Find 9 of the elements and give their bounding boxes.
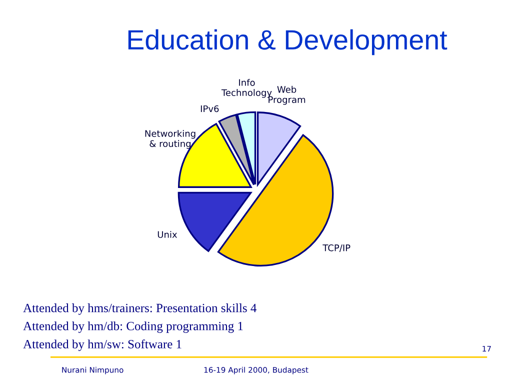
text: Attended by hm/sw: Software 1 [23, 339, 182, 351]
text: Attended by hm/db: Coding programming 1 [23, 321, 243, 333]
slice-label: Info Technology [221, 78, 272, 98]
slice-label: IPv6 [200, 105, 219, 112]
text: Attended by hms/trainers: Presentation skills 4 [23, 303, 256, 315]
chart-title: Education & Development [128, 29, 448, 56]
slice-label: TCP/IP [322, 244, 350, 252]
slice-label: Unix [158, 230, 178, 238]
slice-label: Networking & routing [145, 130, 196, 149]
